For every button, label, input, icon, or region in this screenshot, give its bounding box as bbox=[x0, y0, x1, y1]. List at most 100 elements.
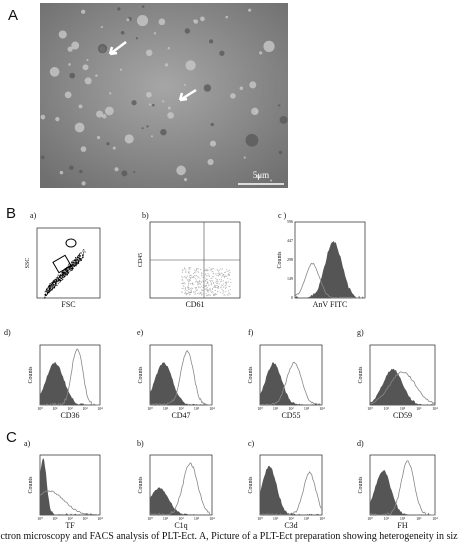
dot bbox=[200, 272, 202, 274]
dot bbox=[207, 275, 209, 277]
particle bbox=[40, 155, 45, 160]
dot bbox=[83, 256, 85, 258]
dot bbox=[55, 278, 57, 280]
dot bbox=[65, 274, 67, 276]
particle bbox=[167, 112, 174, 119]
x-tick-label: 10¹ bbox=[384, 406, 390, 411]
dot bbox=[221, 268, 223, 270]
dot bbox=[195, 278, 197, 280]
filled-histogram bbox=[40, 361, 100, 405]
particle bbox=[167, 46, 170, 50]
dot bbox=[196, 268, 198, 270]
dot bbox=[208, 269, 210, 271]
dot bbox=[198, 272, 200, 274]
dot bbox=[207, 282, 209, 284]
filled-histogram bbox=[150, 487, 212, 515]
dot bbox=[61, 278, 63, 280]
particle bbox=[58, 30, 67, 39]
dot bbox=[209, 280, 211, 282]
x-tick-label: 10³ bbox=[82, 516, 88, 521]
dot bbox=[225, 275, 227, 277]
dot bbox=[188, 279, 190, 281]
dot bbox=[51, 281, 53, 283]
dot bbox=[47, 286, 49, 288]
x-axis-label: C3d bbox=[284, 521, 297, 530]
dot bbox=[185, 268, 187, 270]
dot bbox=[53, 287, 55, 289]
dot bbox=[66, 272, 68, 274]
particle bbox=[279, 115, 288, 124]
dot bbox=[59, 278, 61, 280]
dot bbox=[58, 279, 60, 281]
dot bbox=[67, 271, 69, 273]
dot bbox=[71, 266, 73, 268]
dot bbox=[51, 288, 53, 290]
dot bbox=[204, 286, 206, 288]
dot bbox=[72, 267, 74, 269]
dot bbox=[185, 278, 187, 280]
dot bbox=[75, 261, 77, 263]
particle bbox=[40, 114, 46, 120]
dot bbox=[221, 276, 223, 278]
dot bbox=[187, 279, 189, 281]
dot bbox=[195, 272, 197, 274]
dot bbox=[46, 291, 48, 293]
x-tick-label: 10⁴ bbox=[319, 406, 325, 411]
x-tick-label: 10⁴ bbox=[97, 406, 103, 411]
particle bbox=[64, 91, 72, 99]
dot bbox=[227, 274, 229, 276]
dot bbox=[44, 296, 46, 298]
dot bbox=[55, 284, 57, 286]
dot bbox=[67, 272, 69, 274]
dot bbox=[213, 282, 215, 284]
dot bbox=[189, 287, 191, 289]
dot bbox=[204, 289, 206, 291]
x-tick-label: 10³ bbox=[194, 516, 200, 521]
particle bbox=[133, 170, 136, 174]
dot bbox=[219, 272, 221, 274]
dot bbox=[78, 258, 80, 260]
dot bbox=[198, 293, 200, 295]
dot bbox=[187, 283, 189, 285]
dot bbox=[195, 291, 197, 293]
dot bbox=[211, 287, 213, 289]
dot bbox=[212, 280, 214, 282]
x-tick-label: 10² bbox=[288, 516, 294, 521]
dot bbox=[84, 251, 86, 253]
dot bbox=[218, 286, 220, 288]
dot bbox=[209, 294, 211, 296]
dot bbox=[46, 294, 48, 296]
dot bbox=[205, 293, 207, 295]
dot bbox=[69, 269, 71, 271]
dot bbox=[203, 279, 205, 281]
particle bbox=[112, 146, 116, 150]
y-tick-label: 298 bbox=[287, 257, 293, 262]
dot bbox=[225, 271, 227, 273]
dot bbox=[55, 281, 57, 283]
dot bbox=[210, 268, 212, 270]
x-axis-label: TF bbox=[65, 521, 75, 530]
dot bbox=[225, 285, 227, 287]
particle bbox=[167, 106, 171, 110]
em-image bbox=[40, 3, 288, 188]
dot bbox=[197, 284, 199, 286]
dot bbox=[61, 274, 63, 276]
particle bbox=[158, 18, 166, 26]
dot bbox=[60, 278, 62, 280]
plot-label: c ) bbox=[278, 211, 287, 220]
dot bbox=[204, 269, 206, 271]
particle bbox=[119, 68, 123, 71]
dot bbox=[72, 261, 74, 263]
dot bbox=[205, 287, 207, 289]
filled-histogram bbox=[370, 469, 435, 515]
particle bbox=[141, 127, 144, 130]
x-tick-label: 10¹ bbox=[384, 516, 390, 521]
dot bbox=[228, 274, 230, 276]
dot bbox=[205, 278, 207, 280]
particle bbox=[80, 146, 87, 152]
dot bbox=[190, 290, 192, 292]
dot bbox=[188, 267, 190, 269]
particle bbox=[131, 100, 137, 106]
dot bbox=[228, 270, 230, 272]
particle bbox=[67, 46, 73, 52]
